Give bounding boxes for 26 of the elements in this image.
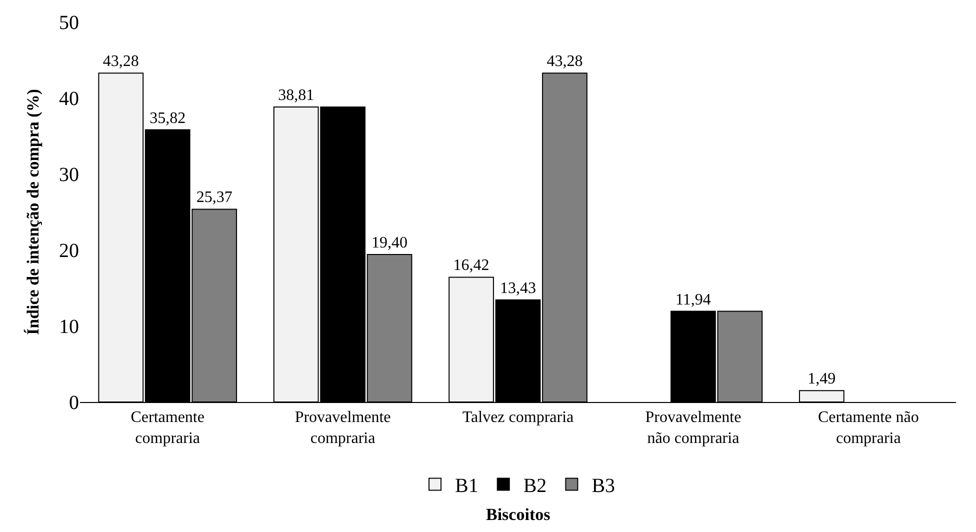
- data-label: 38,81: [278, 87, 314, 104]
- x-tick-label: Certamente não compraria: [818, 409, 919, 447]
- data-label: 43,28: [546, 53, 583, 70]
- data-label: 16,42: [453, 257, 490, 274]
- y-tick-label: 0: [69, 392, 79, 414]
- legend-label: B1: [455, 475, 478, 497]
- data-label: 19,40: [372, 234, 408, 252]
- x-tick-label: Provavelmente não compraria: [645, 409, 742, 447]
- data-label: 1,49: [808, 370, 836, 388]
- y-tick-label: 20: [59, 240, 79, 262]
- data-label: 25,37: [196, 189, 232, 206]
- y-tick-label: 30: [59, 164, 79, 186]
- y-tick-label: 50: [59, 12, 79, 34]
- y-tick-label: 10: [59, 316, 79, 338]
- data-label: 43,28: [102, 53, 139, 70]
- legend-label: B2: [523, 475, 547, 497]
- data-label: 13,43: [500, 280, 536, 297]
- legend-label: B3: [592, 475, 616, 497]
- x-tick-label: Talvez compraria: [462, 409, 574, 426]
- x-tick-label: Provavelmente compraria: [294, 409, 391, 447]
- x-tick-label: Certamente compraria: [130, 409, 204, 447]
- y-tick-label: 40: [59, 88, 79, 110]
- x-axis-title: Biscoitos: [486, 505, 551, 524]
- data-label: 11,94: [675, 291, 711, 308]
- data-label: 35,82: [150, 110, 186, 127]
- y-axis-title: Índice de intenção de compra (%): [24, 88, 43, 336]
